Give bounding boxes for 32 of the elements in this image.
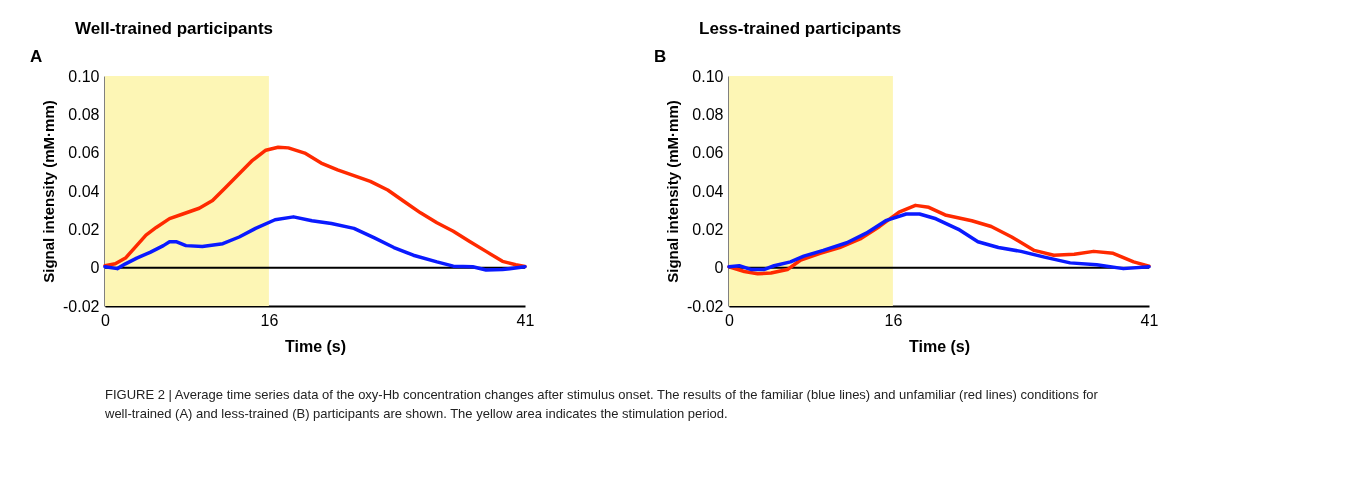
x-tick-label: 41 — [1140, 311, 1159, 329]
y-tick-label: 0.10 — [68, 67, 100, 85]
x-axis-title: Time (s) — [284, 337, 347, 355]
chart-title: Well-trained participants — [75, 19, 274, 38]
y-tick-label: 0.10 — [692, 67, 724, 85]
line-series — [103, 215, 527, 272]
x-tick-label: 16 — [884, 311, 903, 329]
y-tick-label: 0.02 — [68, 220, 100, 238]
y-tick-label: 0.06 — [68, 144, 100, 162]
x-tick-label: 16 — [260, 311, 279, 329]
line-series — [103, 145, 527, 269]
chart-title: Less-trained participants — [699, 19, 902, 38]
text: B — [654, 47, 667, 66]
y-tick-label: -0.02 — [687, 297, 724, 315]
y-tick-label: 0.04 — [68, 182, 100, 200]
caption: FIGURE 2 | Average time series data of the oxy-Hb concentration changes after stimulus onset. The results of the familiar (blue lines) and unfamiliar (red lines) conditions for well-trained (A) and less-trained (B) participants are shown. The yellow area indicates the stimulation period. — [104, 387, 1099, 421]
x-axis-title: Time (s) — [908, 337, 971, 355]
y-axis-title: Signal intensity (mM·mm) — [664, 100, 682, 283]
line-series — [727, 212, 1151, 272]
y-tick-label: 0.02 — [692, 220, 724, 238]
y-tick-label: 0.08 — [692, 105, 724, 123]
y-tick-label: 0.06 — [692, 144, 724, 162]
y-axis-title: Signal intensity (mM·mm) — [40, 100, 58, 283]
y-tick-label: -0.02 — [63, 297, 100, 315]
y-tick-label: 0.08 — [68, 105, 100, 123]
text: A — [30, 47, 43, 66]
y-tick-label: 0.04 — [692, 182, 724, 200]
y-tick-label: 0 — [714, 259, 724, 277]
x-tick-label: 0 — [725, 311, 735, 329]
y-tick-label: 0 — [90, 259, 100, 277]
x-tick-label: 41 — [516, 311, 535, 329]
x-tick-label: 0 — [101, 311, 111, 329]
